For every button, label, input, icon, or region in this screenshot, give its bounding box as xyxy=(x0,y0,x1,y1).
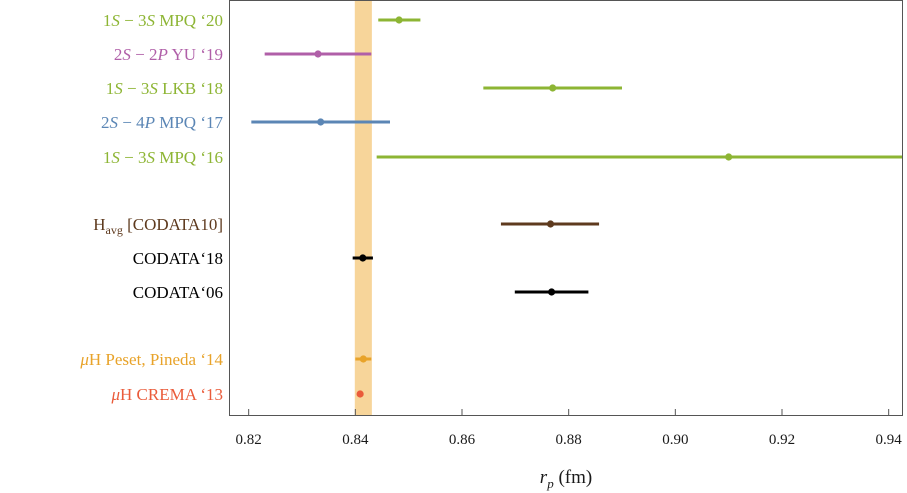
x-tick-label: 0.82 xyxy=(236,432,262,448)
x-tick-label: 0.94 xyxy=(876,432,903,448)
row-label: 1S − 3S MPQ ‘16 xyxy=(103,148,223,167)
data-point xyxy=(356,390,364,398)
muonic-radius-band xyxy=(354,1,372,416)
x-tick-label: 0.86 xyxy=(449,432,476,448)
row-label: 1S − 3S MPQ ‘20 xyxy=(103,11,223,30)
data-point xyxy=(314,50,322,58)
row-label: CODATA‘18 xyxy=(133,249,223,268)
data-point xyxy=(359,355,367,363)
row-label: μH CREMA ‘13 xyxy=(110,385,223,404)
data-point xyxy=(548,288,556,296)
data-point xyxy=(359,254,367,262)
x-tick-label: 0.92 xyxy=(769,432,795,448)
row-label: 1S − 3S LKB ‘18 xyxy=(106,79,223,98)
x-tick-label: 0.88 xyxy=(556,432,582,448)
error-bars-layer xyxy=(251,16,902,398)
data-point xyxy=(395,16,403,24)
data-point xyxy=(549,84,557,92)
x-axis-title: rp (fm) xyxy=(540,467,592,491)
x-tick-label: 0.84 xyxy=(342,432,369,448)
x-axis-layer: 0.82 0.84 0.86 0.88 0.90 0.92 0.94 xyxy=(236,409,903,448)
row-label: 2S − 2P YU ‘19 xyxy=(114,45,223,64)
row-label: 2S − 4P MPQ ‘17 xyxy=(101,113,223,132)
data-point xyxy=(317,118,325,126)
row-label: CODATA‘06 xyxy=(133,283,223,302)
data-point xyxy=(725,153,733,161)
row-label: Havg [CODATA10] xyxy=(93,215,223,237)
row-label: μH Peset, Pineda ‘14 xyxy=(79,350,223,369)
plot-frame xyxy=(229,0,903,416)
data-point xyxy=(546,220,555,228)
muonic-band-layer xyxy=(354,1,372,416)
x-tick-label: 0.90 xyxy=(662,432,688,448)
row-labels-layer: 1S − 3S MPQ ‘20 2S − 2P YU ‘19 1S − 3S LKB… xyxy=(79,11,223,404)
